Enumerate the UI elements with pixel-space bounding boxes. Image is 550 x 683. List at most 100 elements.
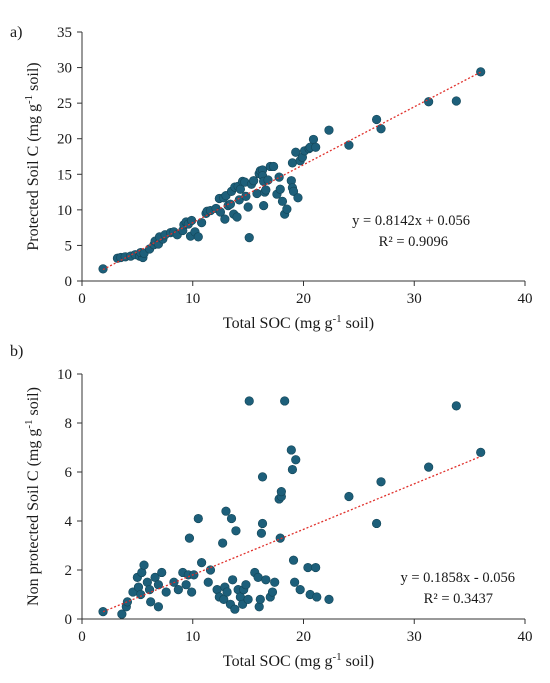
data-points [98, 67, 486, 274]
data-point [282, 204, 292, 214]
data-point [144, 584, 155, 595]
data-point [244, 233, 254, 243]
x-tick-label: 30 [407, 291, 422, 307]
data-point [344, 491, 354, 502]
data-point [218, 538, 228, 548]
chart-panel-1: a) 0 5 10 15 20 25 30 35 0 10 20 30 40 Total SOC (mg g… [10, 24, 533, 332]
data-point [290, 577, 300, 587]
data-point [153, 602, 164, 612]
data-point [243, 202, 253, 212]
data-point [277, 196, 288, 206]
data-point [220, 214, 230, 224]
regression-equation: y = 0.8142x + 0.056 [352, 213, 470, 229]
data-point [263, 175, 273, 185]
data-point [287, 464, 298, 475]
data-point [228, 575, 238, 585]
y-tick-label: 30 [57, 61, 72, 77]
data-point [291, 147, 301, 157]
data-point [267, 587, 278, 597]
data-point [139, 560, 149, 570]
panel-label: b) [10, 343, 23, 360]
data-point [286, 445, 296, 455]
data-point [226, 513, 237, 524]
data-point [274, 172, 284, 182]
data-point [230, 604, 240, 614]
data-point [241, 191, 251, 201]
data-point [261, 575, 271, 585]
y-tick-label: 8 [65, 416, 73, 432]
data-point [275, 184, 285, 194]
data-point [203, 577, 213, 587]
y-tick-label: 4 [65, 514, 73, 530]
r-squared-label: R² = 0.9096 [379, 234, 448, 250]
data-point [225, 199, 236, 209]
data-point [424, 97, 434, 107]
data-point [257, 472, 268, 482]
x-tick-label: 20 [296, 629, 311, 645]
y-axis-title: Protected Soil C (mg g-1 soil) [23, 62, 42, 250]
y-tick-label: 25 [57, 96, 72, 112]
data-point [344, 140, 354, 150]
y-axis-title: Non protected Soil C (mg g-1 soil) [23, 387, 42, 606]
r-squared-label: R² = 0.3437 [424, 591, 493, 607]
data-point [311, 142, 321, 152]
data-point [257, 518, 268, 529]
data-point [288, 186, 299, 196]
data-point [205, 565, 216, 575]
data-point [275, 533, 285, 543]
data-point [243, 594, 253, 605]
data-point [371, 518, 382, 529]
data-point [117, 609, 127, 619]
data-point [268, 161, 279, 172]
data-point [146, 597, 156, 607]
data-point [312, 592, 322, 602]
y-tick-label: 15 [57, 167, 72, 183]
data-point [181, 580, 191, 590]
trendline [102, 71, 482, 271]
data-point [221, 506, 231, 516]
data-point [153, 580, 164, 590]
data-point [288, 555, 299, 565]
data-point [324, 594, 334, 605]
x-tick-label: 0 [78, 291, 86, 307]
data-point [249, 176, 259, 186]
x-tick-label: 10 [185, 291, 200, 307]
panel-label: a) [10, 24, 22, 41]
y-tick-label: 5 [65, 238, 73, 254]
data-point [255, 594, 265, 605]
regression-equation: y = 0.1858x - 0.056 [400, 570, 515, 586]
x-axis-title: Total SOC (mg g-1 soil) [223, 313, 374, 332]
data-point [244, 396, 254, 406]
x-tick-label: 20 [296, 291, 311, 307]
data-point [187, 215, 197, 226]
data-point [324, 125, 334, 135]
y-tick-label: 10 [57, 203, 72, 219]
data-point [187, 587, 197, 597]
data-point [476, 447, 486, 458]
y-tick-label: 20 [57, 132, 72, 148]
data-point [197, 558, 207, 568]
data-point [241, 580, 251, 590]
data-point [261, 185, 271, 195]
x-tick-label: 40 [518, 291, 533, 307]
data-point [451, 401, 461, 411]
data-point [303, 562, 313, 573]
data-point [293, 193, 303, 203]
data-point [259, 200, 269, 211]
data-point [231, 526, 241, 536]
y-tick-label: 0 [65, 274, 73, 290]
data-point [193, 232, 203, 242]
y-tick-label: 0 [65, 612, 73, 628]
data-point [157, 567, 167, 578]
data-point [232, 212, 242, 222]
x-tick-label: 0 [78, 629, 86, 645]
x-axis-title: Total SOC (mg g-1 soil) [223, 651, 374, 670]
data-point [287, 158, 298, 168]
data-point [173, 584, 183, 595]
data-point [270, 577, 280, 587]
data-point [308, 134, 319, 145]
y-tick-label: 6 [65, 465, 73, 481]
data-point [122, 597, 133, 607]
data-point [291, 455, 301, 465]
